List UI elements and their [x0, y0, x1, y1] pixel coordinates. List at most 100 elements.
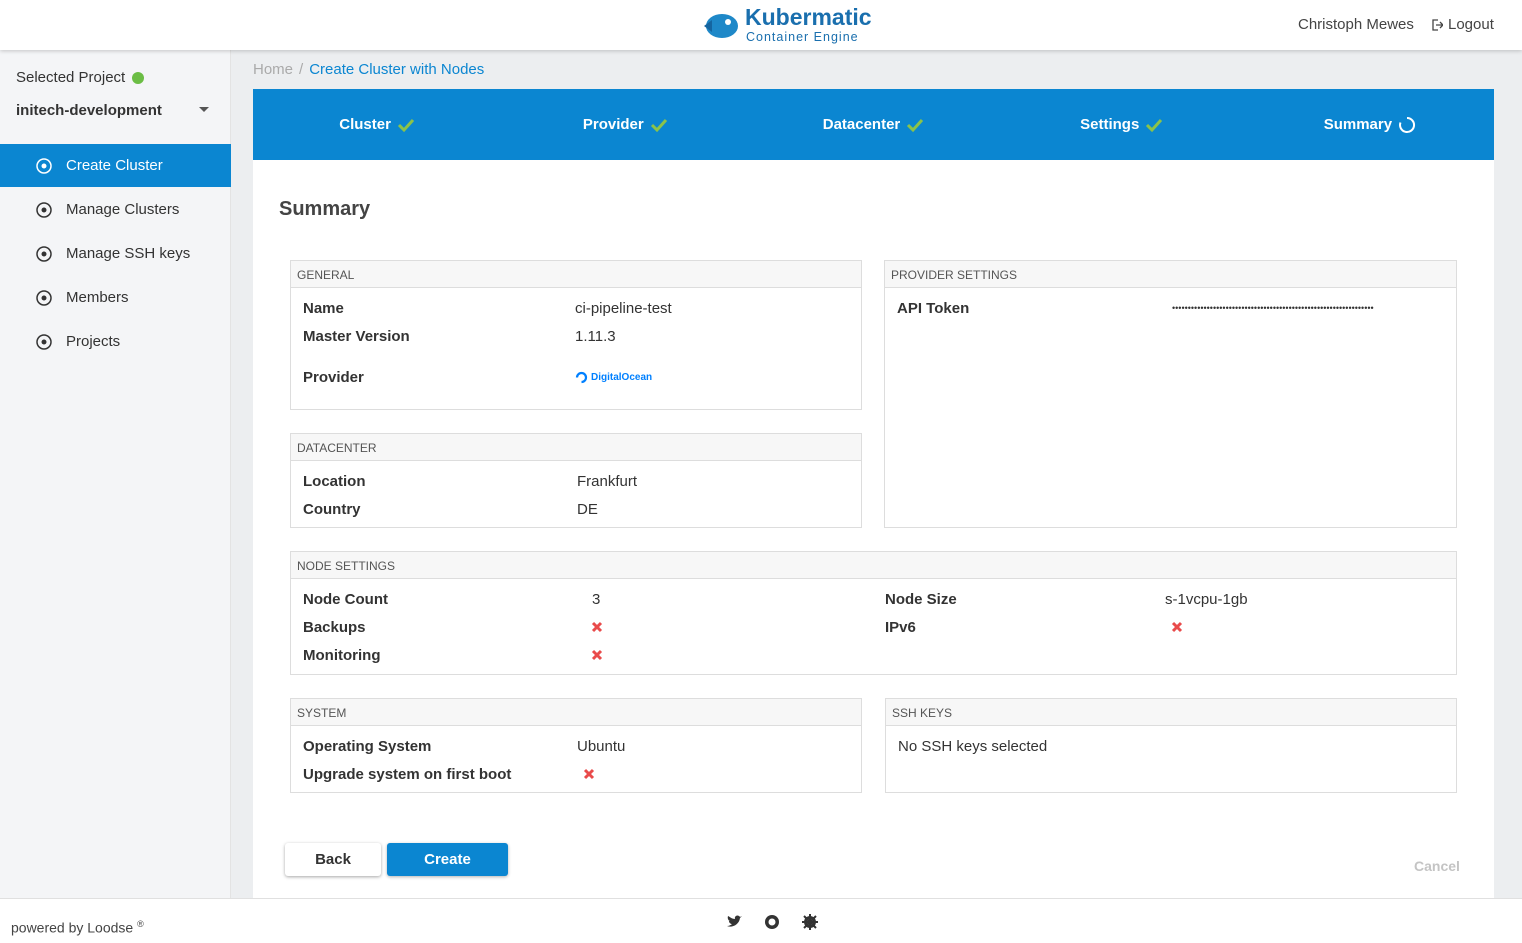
summary-title: Summary [279, 198, 371, 220]
check-mark [1146, 118, 1163, 132]
field-value: 1.11.3 [575, 327, 616, 345]
nav-icon-shape [36, 333, 52, 350]
registered-mark: ® [137, 919, 144, 929]
check-mark [397, 118, 415, 132]
step-check [907, 118, 924, 132]
summary-section: SYSTEM Operating System Ubuntu Upgrade syst… [290, 698, 862, 793]
nav-label[interactable]: Members [66, 289, 129, 306]
nav-icon-shape [36, 245, 52, 262]
social-icons[interactable] [726, 914, 826, 932]
section-heading: SSH KEYS [886, 699, 1456, 726]
disabled-cross [591, 621, 603, 633]
step-label[interactable]: Datacenter [822, 116, 901, 133]
summary-card: Summary GENERAL Name ci-pipeline-test Maste… [253, 160, 1494, 898]
field-label: IPv6 [885, 618, 916, 636]
disabled-icon [591, 621, 603, 633]
nav-item[interactable]: Manage Clusters [0, 188, 231, 231]
summary-section: DATACENTER Location Frankfurt Country DE [290, 433, 862, 528]
field-value: ••••••••••••••••••••••••••••••••••••••••… [1172, 303, 1374, 313]
project-select[interactable]: initech-development [16, 102, 162, 119]
step[interactable]: Datacenter [749, 89, 997, 160]
check-mark [650, 118, 667, 132]
summary-section: SSH KEYS No SSH keys selected [885, 698, 1457, 793]
field-value: DE [577, 500, 598, 518]
section-rows: Operating System Ubuntu Upgrade system on … [291, 726, 861, 794]
nav-icon-dot [41, 163, 47, 168]
spinner-arc [1399, 116, 1416, 133]
step-label[interactable]: Summary [1323, 116, 1393, 133]
step[interactable]: Settings [998, 89, 1246, 160]
nav-label[interactable]: Projects [66, 333, 121, 350]
step-spinner [1399, 116, 1416, 133]
breadcrumb-current: Create Cluster with Nodes [309, 61, 485, 78]
section-heading: SYSTEM [291, 699, 861, 726]
nav-icon-dot [41, 207, 47, 212]
dropdown-arrow[interactable] [199, 107, 209, 113]
project-label: Selected Project [16, 69, 145, 86]
back-button[interactable]: Back [285, 843, 381, 876]
field-value: Frankfurt [577, 472, 638, 490]
nav-icon-shape [36, 289, 52, 306]
nav-item[interactable]: Create Cluster [0, 144, 231, 187]
header: Kubermatic Container Engine Christoph Me… [0, 0, 1522, 50]
logout-icon [1432, 18, 1443, 31]
nav-item[interactable]: Members [0, 276, 231, 319]
section-rows: No SSH keys selected [886, 726, 1456, 766]
field-label: Location [303, 472, 366, 490]
step[interactable]: Provider [501, 89, 749, 160]
field-value: Ubuntu [577, 737, 626, 755]
nav-label[interactable]: Manage SSH keys [66, 245, 191, 262]
field-value [585, 613, 885, 641]
field-label: Country [303, 500, 361, 518]
field-value: 3 [592, 590, 601, 608]
create-button[interactable]: Create [387, 843, 508, 876]
disabled-icon [583, 768, 595, 780]
field-value: ci-pipeline-test [575, 299, 672, 317]
field-value: DigitalOcean [575, 350, 849, 404]
breadcrumb: Home / Create Cluster with Nodes [253, 61, 484, 78]
field-value [1165, 613, 1444, 641]
provider-logo-ring [575, 371, 588, 383]
field-label: Master Version [303, 327, 410, 345]
logo-icon [704, 14, 738, 38]
status-dot [132, 71, 145, 84]
step-label[interactable]: Cluster [339, 116, 391, 133]
disabled-cross [591, 649, 603, 661]
powered-by-text: powered by Loodse [11, 919, 134, 936]
logout-label[interactable]: Logout [1448, 16, 1494, 33]
user-name[interactable]: Christoph Mewes [1298, 16, 1414, 33]
provider-name: DigitalOcean [591, 371, 653, 383]
nav-label[interactable]: Manage Clusters [66, 201, 180, 218]
field-label: Backups [303, 618, 366, 636]
disabled-icon [591, 649, 603, 661]
section-rows: Name ci-pipeline-test Master Version 1.11.3… [291, 288, 861, 410]
field-label: Upgrade system on first boot [303, 765, 512, 783]
step-label[interactable]: Provider [582, 116, 644, 133]
section-rows: Node Count 3 Node Size s-1vcpu-1gb Backups IP… [291, 579, 1456, 675]
check-mark [907, 118, 924, 132]
nav-icon-dot [41, 251, 47, 256]
step[interactable]: Cluster [253, 89, 501, 160]
step-label[interactable]: Settings [1080, 116, 1140, 133]
footer: powered by Loodse ® [0, 898, 1522, 943]
sidebar: Selected Project initech-development Cre… [0, 50, 231, 898]
field-label: Monitoring [303, 646, 381, 664]
field-label: Operating System [303, 737, 432, 755]
stepper: Cluster Provider Datacenter Settings Summary [253, 89, 1494, 160]
nav-icon [36, 333, 52, 350]
nav-icon [36, 245, 52, 262]
breadcrumb-sep: / [299, 61, 304, 78]
logout[interactable]: Logout [1432, 16, 1494, 33]
section-heading: GENERAL [291, 261, 861, 288]
nav-label[interactable]: Create Cluster [66, 157, 163, 174]
nav-item[interactable]: Projects [0, 320, 231, 363]
breadcrumb-home[interactable]: Home [253, 61, 294, 78]
powered-by: powered by Loodse ® [11, 919, 144, 936]
cancel-button[interactable]: Cancel [1414, 857, 1460, 874]
nav-item[interactable]: Manage SSH keys [0, 232, 231, 275]
section-heading: PROVIDER SETTINGS [885, 261, 1456, 288]
provider-logo [575, 371, 588, 383]
step-check [397, 118, 415, 132]
step[interactable]: Summary [1246, 89, 1494, 160]
